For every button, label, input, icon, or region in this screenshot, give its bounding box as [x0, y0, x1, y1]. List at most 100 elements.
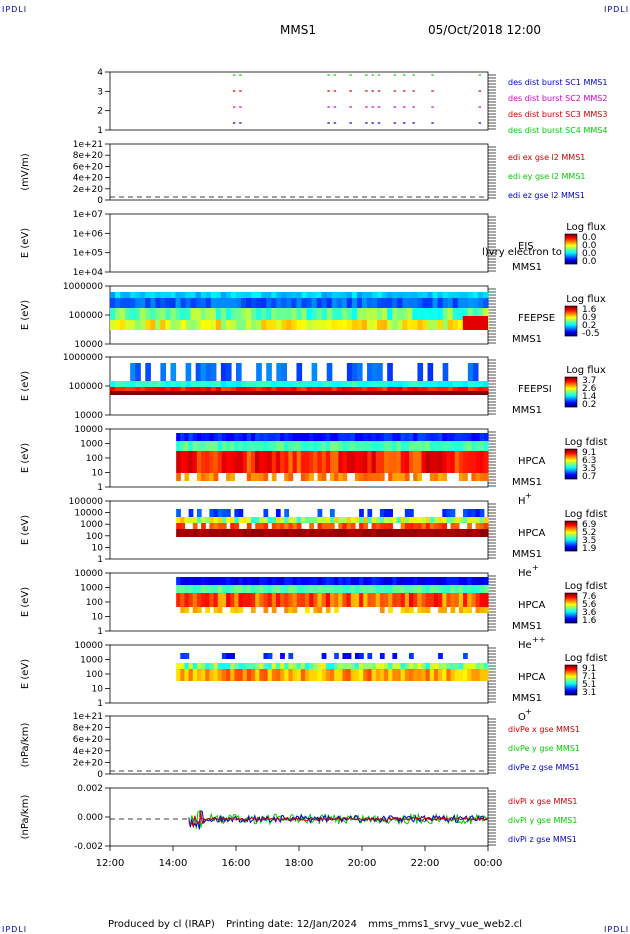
hpca_o-spectrogram-cell — [354, 669, 360, 681]
feepse-spectrogram-cell — [135, 298, 141, 308]
feepse-spectrogram-cell — [387, 308, 393, 320]
feepsi-spectrogram-cell — [210, 363, 217, 381]
eis-colorbar-cell — [565, 256, 577, 258]
feepsi-spectrogram-cell — [220, 387, 227, 391]
hpca_he2-spectrogram-cell — [255, 577, 260, 585]
hpca_o-spectrogram-cell — [371, 669, 377, 681]
hpca_h-spectrogram-cell — [433, 433, 439, 441]
hpca_he2-spectrogram-cell — [250, 585, 256, 593]
feepse-colorbar-cell — [565, 308, 577, 310]
feepse-spectrogram-cell — [135, 308, 141, 320]
hpca_h-spectrogram-cell — [438, 433, 443, 441]
hpca_h-colorbar-cell — [565, 455, 577, 457]
hpca_he2-spectrogram-cell — [475, 593, 481, 607]
hpca_he2-spectrogram-cell — [176, 593, 181, 607]
hpca_o-spectrogram-cell — [305, 669, 310, 681]
divpi-legend-3: divPi z gse MMS1 — [508, 835, 577, 844]
hpca_he-spectrogram-cell — [292, 523, 298, 529]
feepse-colorbar-cell — [565, 315, 577, 317]
feepse-spectrogram-cell — [180, 298, 187, 308]
feepsi-spectrogram-cell — [145, 363, 151, 381]
feepse-spectrogram-cell — [110, 308, 116, 320]
hpca_he-spectrogram-cell — [255, 523, 260, 529]
hpca_h-spectrogram-cell — [479, 441, 485, 451]
feepsi-colorbar-cell — [565, 386, 577, 388]
hpca_he-colorbar-cell — [565, 522, 577, 524]
hpca_h-spectrogram-cell — [317, 473, 323, 481]
hpca_h-spectrogram-cell — [275, 441, 281, 451]
hpca_he2-spectrogram-cell — [400, 585, 406, 593]
feepsi-colorbar-cell — [565, 385, 577, 387]
feepse-spectrogram-cell — [422, 292, 429, 298]
hpca_o-spectrogram-cell — [321, 669, 327, 681]
hpca_o-colorbar-tick: 7.1 — [582, 672, 596, 682]
hpca_h-spectrogram-cell — [429, 433, 435, 441]
feepse-spectrogram-cell — [422, 308, 429, 320]
hpca_h-spectrogram-cell — [413, 433, 418, 441]
feepsi-spectrogram-cell — [281, 391, 287, 395]
hpca_o-colorbar-cell — [565, 665, 577, 667]
hpca_h-spectrogram-cell — [309, 433, 314, 441]
hpca_o-spectrogram-cell — [292, 669, 298, 681]
hpca_o-colorbar-cell — [565, 674, 577, 676]
hpca_h-spectrogram-cell — [250, 473, 256, 481]
feepse-spectrogram-cell — [377, 292, 383, 298]
feepse-spectrogram-cell — [341, 320, 348, 330]
feepsi-spectrogram-cell — [356, 391, 363, 395]
hpca_o-colorbar-cell — [565, 667, 577, 669]
feepsi-colorbar-cell — [565, 393, 577, 395]
feepsi-colorbar-frame — [564, 376, 578, 408]
hpca_he2-spectrogram-cell — [305, 607, 310, 613]
hpca_h-spectrogram-cell — [230, 441, 235, 451]
hpca_h-spectrogram-cell — [317, 433, 323, 441]
hpca_he-spectrogram-cell — [226, 529, 231, 537]
feepse-colorbar-cell — [565, 328, 577, 330]
hpca_he2-spectrogram-cell — [213, 585, 219, 593]
burst-legend-4: des dist burst SC4 MMS4 — [508, 126, 607, 135]
hpca_h-spectrogram-cell — [217, 433, 223, 441]
feepse-spectrogram-cell — [372, 308, 378, 320]
divpi-legend-2: divPi y gse MMS1 — [508, 816, 577, 825]
hpca_he-colorbar-cell — [565, 524, 577, 526]
hpca_he-spectrogram-cell — [284, 529, 290, 537]
eis-colorbar-cell — [565, 257, 577, 259]
hpca_he-spectrogram-cell — [184, 517, 190, 523]
hpca_he2-spectrogram-cell — [288, 577, 294, 585]
hpca_he2-colorbar-cell — [565, 598, 577, 600]
feepsi-spectrogram-cell — [427, 391, 434, 395]
feepsi-colorbar-cell — [565, 404, 577, 406]
feepse-spectrogram-cell — [256, 298, 262, 308]
feepsi-spectrogram-cell — [150, 381, 156, 387]
hpca_h-spectrogram-cell — [334, 451, 339, 473]
burst-ytick-label: 1 — [97, 126, 103, 136]
feepse-colorbar-frame — [564, 305, 578, 337]
hpca_h-spectrogram-cell — [259, 451, 265, 473]
feepse-spectrogram-cell — [140, 292, 146, 298]
feepsi-spectrogram-cell — [356, 381, 363, 387]
eis-spacecraft-label: MMS1 — [512, 262, 542, 273]
hpca_h-spectrogram-cell — [367, 473, 373, 481]
feepse-spectrogram-cell — [346, 292, 353, 298]
hpca_h-spectrogram-cell — [226, 451, 231, 473]
hpca_h-spectrogram-cell — [346, 451, 352, 473]
hpca_h-spectrogram-cell — [450, 451, 456, 473]
feepse-spectrogram-cell — [356, 320, 363, 330]
hpca_o-spectrogram-cell — [309, 669, 314, 681]
hpca_he2-spectrogram-cell — [371, 577, 377, 585]
hpca_he2-spectrogram-cell — [180, 585, 186, 593]
feepse-spectrogram-cell — [225, 292, 232, 298]
feepse-spectrogram-cell — [266, 308, 272, 320]
hpca_he2-spectrogram-cell — [313, 585, 319, 593]
hpca_he-spectrogram-cell — [288, 517, 294, 523]
feepsi-spectrogram-cell — [362, 391, 368, 395]
hpca_o-spectrogram-cell — [384, 663, 389, 669]
feepsi-spectrogram-cell — [427, 387, 434, 391]
hpca_he-spectrogram-cell — [292, 517, 298, 523]
feepsi-spectrogram-cell — [155, 387, 161, 391]
hpca_h-spectrogram-cell — [446, 441, 452, 451]
hpca_he2-colorbar-cell — [565, 602, 577, 604]
feepse-spectrogram-cell — [130, 308, 136, 320]
hpca_he2-spectrogram-cell — [213, 593, 219, 607]
feepsi-spectrogram-cell — [392, 387, 398, 391]
divpi-trace-x — [188, 811, 488, 828]
